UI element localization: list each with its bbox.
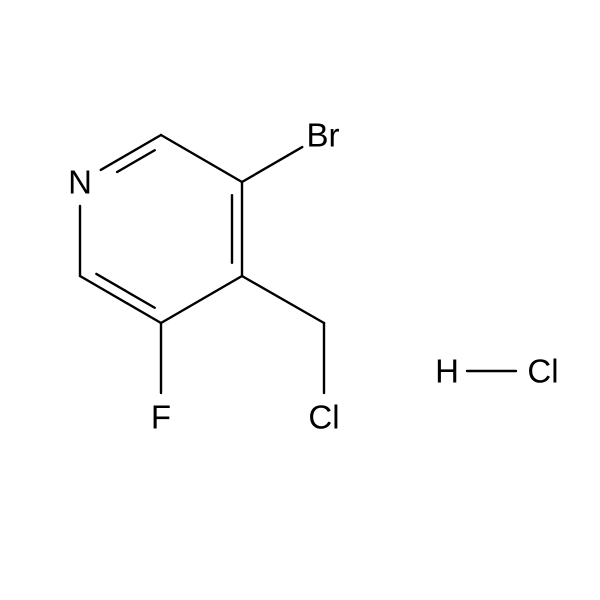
- atom-br: Br: [307, 117, 340, 154]
- salt-Cl: Cl: [527, 353, 558, 390]
- bond-c5-c6: [80, 276, 161, 323]
- atom-f: F: [151, 399, 171, 436]
- salt-H: H: [435, 353, 459, 390]
- bond-inner-n1-c2: [117, 150, 155, 172]
- bond-c4-c5: [161, 276, 242, 323]
- bond-c2-c3: [161, 135, 242, 182]
- atom-n1: N: [68, 164, 92, 201]
- bond-c3-br: [242, 147, 302, 182]
- bond-c4-c7: [242, 276, 324, 323]
- atom-cl: Cl: [308, 399, 339, 436]
